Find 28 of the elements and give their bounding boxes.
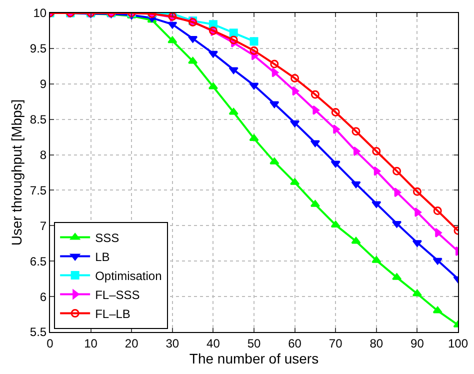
y-tick-label: 5.5 (30, 325, 47, 340)
x-axis-title: The number of users (189, 350, 319, 366)
x-tick-label: 0 (46, 336, 54, 350)
y-tick-label: 6.5 (30, 254, 47, 268)
x-tick-label: 60 (288, 336, 302, 350)
x-tick-label: 20 (124, 336, 139, 350)
y-tick-label: 8 (40, 148, 47, 162)
legend-label: LB (95, 250, 110, 264)
x-tick-label: 10 (84, 336, 98, 350)
y-tick-label: 9.5 (30, 42, 47, 56)
y-axis-title: User throughput [Mbps] (8, 99, 25, 246)
x-tick-label: 50 (247, 336, 261, 350)
y-tick-label: 8.5 (30, 112, 47, 127)
y-tick-label: 6 (40, 290, 47, 304)
legend-label: FL–SSS (95, 288, 140, 302)
y-tick-label: 7 (40, 218, 47, 233)
y-tick-label: 7.5 (30, 183, 47, 198)
y-tick-label: 10 (33, 6, 47, 20)
x-tick-label: 70 (328, 336, 343, 350)
x-tick-label: 90 (410, 336, 424, 350)
legend-label: FL–LB (95, 306, 130, 321)
legend-label: SSS (95, 230, 120, 245)
x-tick-label: 100 (448, 336, 468, 350)
x-tick-label: 40 (206, 336, 220, 350)
x-tick-label: 30 (166, 336, 180, 350)
y-tick-label: 9 (40, 77, 47, 92)
legend-label: Optimisation (95, 268, 162, 283)
x-tick-label: 80 (370, 336, 384, 350)
